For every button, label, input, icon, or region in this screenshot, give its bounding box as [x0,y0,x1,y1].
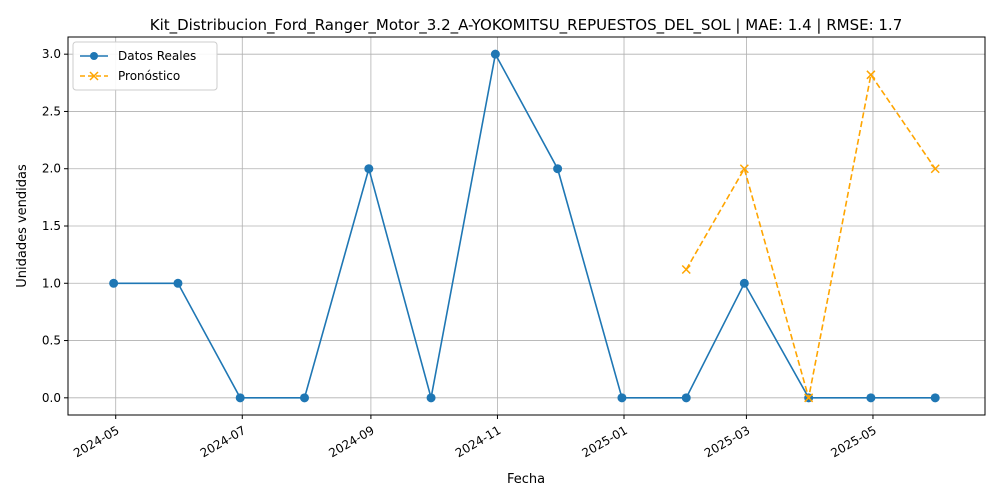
data-point-pronostico [866,70,876,80]
data-point-datos-reales [109,278,119,288]
data-point-datos-reales [490,49,500,59]
data-point-datos-reales [364,164,374,174]
legend-label-datos-reales: Datos Reales [118,49,196,63]
chart-title: Kit_Distribucion_Ford_Ranger_Motor_3.2_A… [150,16,903,35]
y-tick-label: 1.5 [42,219,61,233]
x-axis-label: Fecha [507,472,545,487]
legend-box [72,41,218,91]
y-tick-label: 2.0 [42,162,61,176]
y-tick-label: 3.0 [42,47,61,61]
data-point-datos-reales [300,393,310,403]
data-point-datos-reales [617,393,627,403]
data-point-pronostico [739,164,749,174]
series-line-datos-reales [113,51,936,399]
y-tick-label: 1.0 [42,276,61,290]
data-point-datos-reales [426,393,436,403]
data-point-datos-reales [930,393,940,403]
legend: Datos Reales Pronóstico [72,41,218,91]
y-axis-label: Unidades vendidas [15,164,30,288]
y-tick-label: 0.0 [42,391,61,405]
data-point-datos-reales [681,393,691,403]
data-point-datos-reales [739,278,749,288]
data-point-pronostico [804,393,814,403]
data-point-datos-reales [866,393,876,403]
legend-marker-datos-reales [90,52,98,60]
data-point-datos-reales [553,164,563,174]
data-point-datos-reales [235,393,245,403]
y-tick-label: 2.5 [42,104,61,118]
data-point-pronostico [681,264,691,275]
legend-marker-pronostico [89,71,99,81]
data-point-datos-reales [173,278,183,288]
grid-layer [68,37,985,415]
data-point-pronostico [930,164,940,174]
series-layer [109,49,940,403]
y-tick-label: 0.5 [42,334,61,348]
legend-label-pronostico: Pronóstico [118,69,180,83]
